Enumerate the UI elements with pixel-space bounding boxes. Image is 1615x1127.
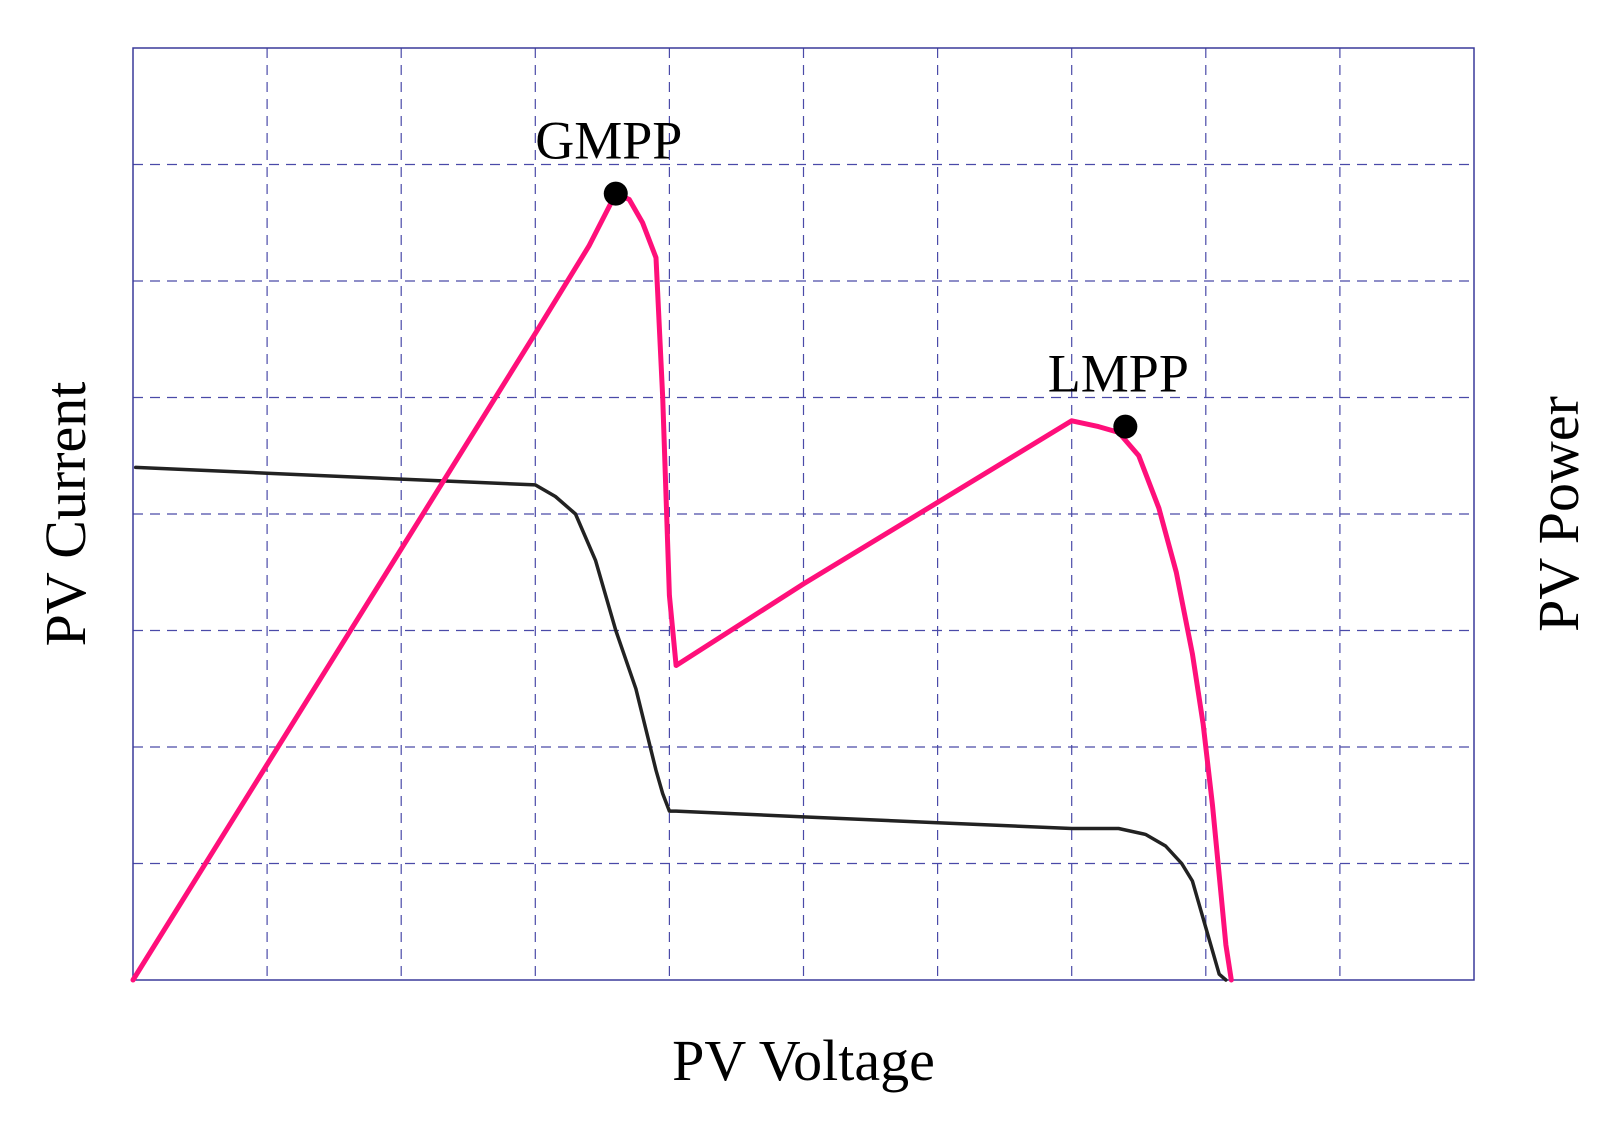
pv-current-curve	[133, 465, 1228, 982]
y-axis-label: PV Current	[33, 382, 98, 647]
gmpp-annotation-label: GMPP	[535, 111, 682, 171]
gmpp-marker	[603, 181, 628, 206]
lmpp-annotation-label: LMPP	[1048, 344, 1189, 404]
plot-frame	[132, 47, 1475, 981]
pv-power-curve	[130, 191, 1234, 983]
grid	[133, 48, 1474, 980]
lmpp-marker	[1113, 414, 1138, 439]
secondary-y-axis-label: PV Power	[1526, 396, 1591, 632]
series-layer	[130, 191, 1234, 983]
x-axis-label: PV Voltage	[672, 1028, 935, 1093]
marker-layer	[603, 181, 1138, 439]
